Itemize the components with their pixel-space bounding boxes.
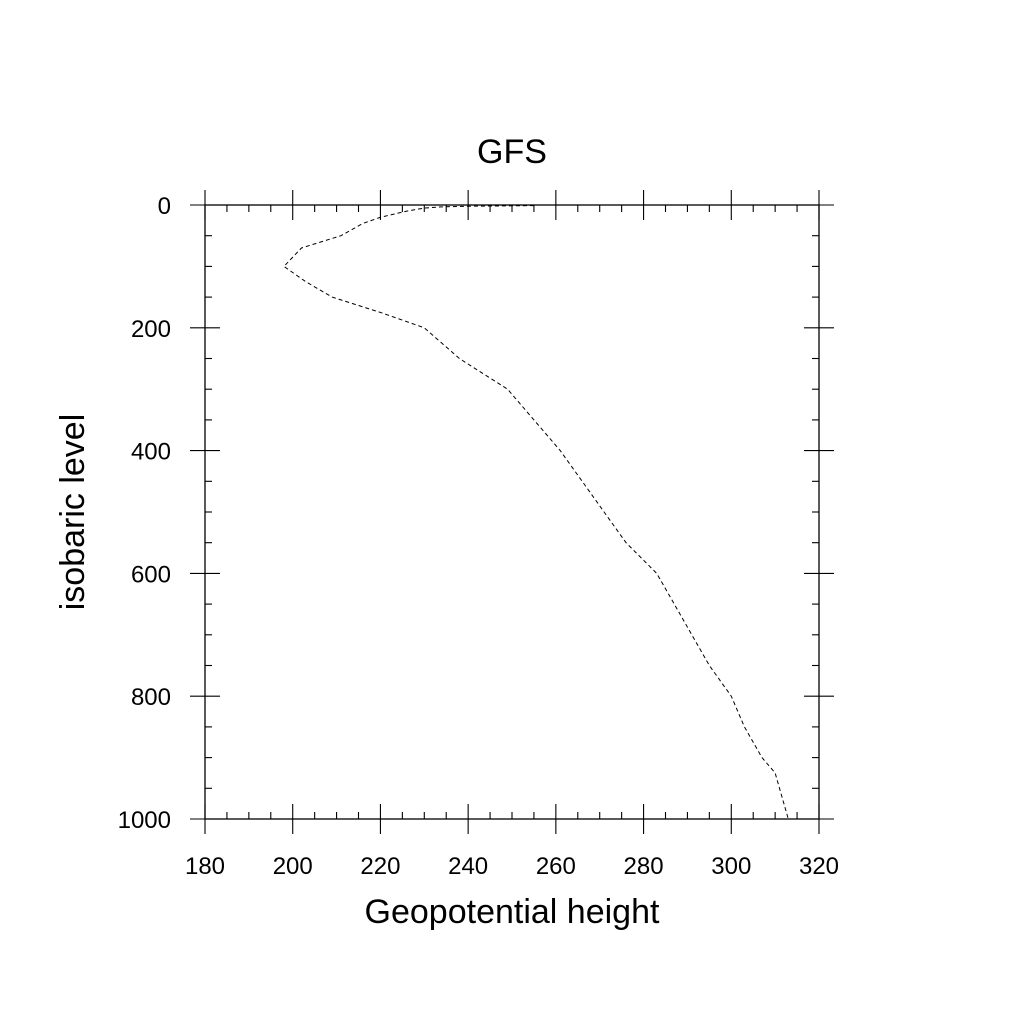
x-tick-label: 200 (273, 853, 313, 880)
y-tick-label: 0 (158, 193, 171, 220)
y-tick-label: 400 (131, 439, 171, 466)
x-tick-label: 220 (360, 853, 400, 880)
y-axis-label: isobaric level (54, 414, 92, 611)
series-points (284, 206, 788, 819)
x-tick-label: 180 (185, 853, 225, 880)
chart-title: GFS (477, 133, 547, 171)
y-tick-label: 800 (131, 684, 171, 711)
y-tick-label: 200 (131, 316, 171, 343)
x-tick-label: 240 (448, 853, 488, 880)
plot-frame (204, 204, 820, 820)
x-axis-label: Geopotential height (365, 893, 660, 931)
x-tick-label: 260 (536, 853, 576, 880)
x-tick-label: 280 (624, 853, 664, 880)
x-tick-label: 300 (711, 853, 751, 880)
series-line (283, 205, 789, 820)
axis-ticks (190, 190, 834, 834)
tick-labels: 180 200 220 240 260 280 300 320 0 200 400 600 800 100… (118, 193, 839, 880)
x-tick-label: 320 (799, 853, 839, 880)
y-tick-label: 1000 (118, 807, 171, 834)
y-tick-label: 600 (131, 561, 171, 588)
